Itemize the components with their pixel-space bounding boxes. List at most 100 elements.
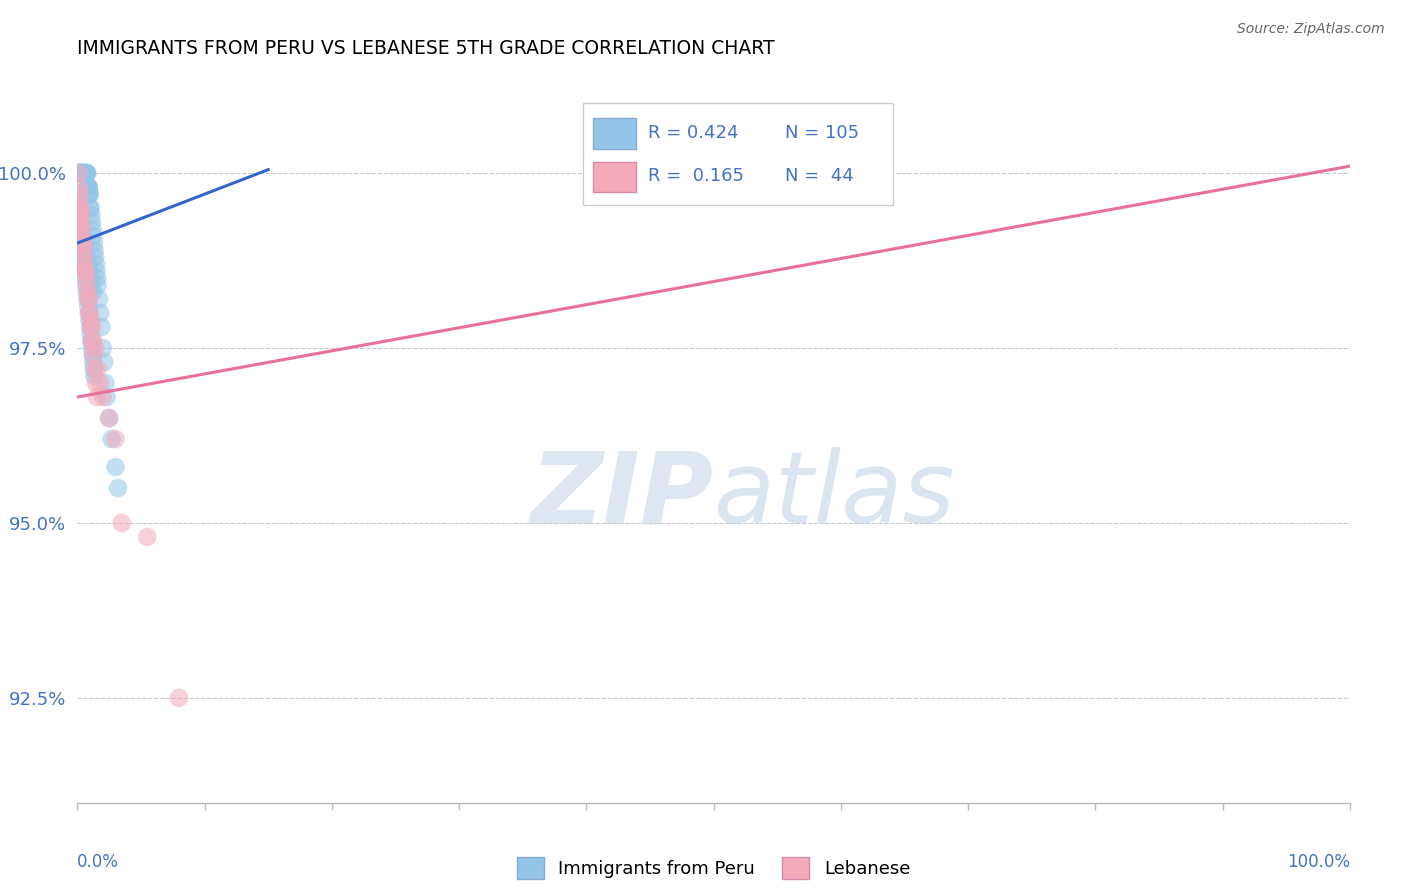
Point bbox=[69, 208, 91, 222]
Point bbox=[69, 166, 91, 180]
Point bbox=[90, 320, 112, 334]
Point bbox=[86, 264, 108, 278]
Point bbox=[86, 278, 108, 293]
Point bbox=[79, 187, 101, 202]
Point bbox=[98, 411, 121, 425]
Point bbox=[86, 362, 108, 376]
Point bbox=[77, 180, 100, 194]
Point bbox=[167, 690, 190, 705]
Legend: Immigrants from Peru, Lebanese: Immigrants from Peru, Lebanese bbox=[510, 850, 917, 887]
Point bbox=[77, 180, 100, 194]
Point bbox=[69, 215, 91, 229]
Point bbox=[79, 306, 101, 320]
Point bbox=[96, 390, 118, 404]
Point bbox=[76, 292, 98, 306]
Text: IMMIGRANTS FROM PERU VS LEBANESE 5TH GRADE CORRELATION CHART: IMMIGRANTS FROM PERU VS LEBANESE 5TH GRA… bbox=[77, 39, 775, 58]
Point bbox=[73, 236, 96, 251]
Text: Source: ZipAtlas.com: Source: ZipAtlas.com bbox=[1237, 22, 1385, 37]
Point bbox=[83, 362, 105, 376]
Point bbox=[75, 166, 97, 180]
Point bbox=[82, 348, 104, 362]
Text: R = 0.424: R = 0.424 bbox=[648, 124, 740, 142]
Point bbox=[80, 201, 103, 215]
Point bbox=[73, 264, 96, 278]
Point bbox=[69, 187, 91, 202]
Point bbox=[77, 299, 100, 313]
Point bbox=[80, 278, 103, 293]
Point bbox=[86, 271, 108, 285]
Point bbox=[76, 180, 98, 194]
Point bbox=[72, 229, 94, 244]
Point bbox=[83, 243, 105, 257]
Point bbox=[84, 376, 107, 390]
Point bbox=[67, 166, 90, 180]
Point bbox=[84, 250, 107, 264]
Point bbox=[87, 292, 110, 306]
Point bbox=[76, 180, 98, 194]
Point bbox=[73, 257, 96, 271]
Point bbox=[73, 243, 96, 257]
Point bbox=[82, 285, 104, 299]
Point bbox=[79, 313, 101, 327]
Point bbox=[82, 334, 104, 348]
Point bbox=[69, 208, 91, 222]
Point bbox=[77, 292, 100, 306]
Point bbox=[136, 530, 159, 544]
Point bbox=[67, 166, 90, 180]
Point bbox=[70, 222, 93, 236]
Point bbox=[72, 236, 94, 251]
Point bbox=[70, 229, 93, 244]
Point bbox=[80, 313, 103, 327]
Point bbox=[111, 516, 134, 530]
Point bbox=[76, 285, 98, 299]
Point bbox=[70, 222, 93, 236]
Point bbox=[70, 215, 93, 229]
Point bbox=[76, 166, 98, 180]
Point bbox=[75, 278, 97, 293]
Point bbox=[93, 355, 115, 369]
Point bbox=[91, 341, 114, 355]
Text: N = 105: N = 105 bbox=[785, 124, 859, 142]
Point bbox=[77, 187, 100, 202]
Point bbox=[84, 257, 107, 271]
Point bbox=[70, 222, 93, 236]
Text: R =  0.165: R = 0.165 bbox=[648, 168, 744, 186]
Point bbox=[67, 166, 90, 180]
Point bbox=[73, 257, 96, 271]
Point bbox=[94, 376, 117, 390]
Point bbox=[77, 264, 100, 278]
Point bbox=[80, 334, 103, 348]
Point bbox=[70, 166, 93, 180]
Point bbox=[80, 334, 103, 348]
Point bbox=[70, 166, 93, 180]
Point bbox=[82, 355, 104, 369]
Point bbox=[84, 341, 107, 355]
Text: 0.0%: 0.0% bbox=[77, 853, 120, 871]
FancyBboxPatch shape bbox=[593, 118, 636, 149]
Point bbox=[79, 271, 101, 285]
FancyBboxPatch shape bbox=[593, 161, 636, 193]
Point bbox=[76, 166, 98, 180]
Point bbox=[76, 250, 98, 264]
Point bbox=[79, 306, 101, 320]
Point bbox=[86, 390, 108, 404]
Point bbox=[76, 285, 98, 299]
Point bbox=[67, 194, 90, 208]
Point bbox=[69, 215, 91, 229]
Point bbox=[82, 348, 104, 362]
FancyBboxPatch shape bbox=[583, 103, 893, 205]
Point bbox=[73, 166, 96, 180]
Point bbox=[82, 229, 104, 244]
Point bbox=[75, 166, 97, 180]
Point bbox=[79, 187, 101, 202]
Point bbox=[77, 306, 100, 320]
Point bbox=[72, 236, 94, 251]
Point bbox=[67, 201, 90, 215]
Point bbox=[107, 481, 129, 495]
Point bbox=[80, 215, 103, 229]
Point bbox=[70, 166, 93, 180]
Point bbox=[69, 208, 91, 222]
Point bbox=[69, 166, 91, 180]
Point bbox=[72, 236, 94, 251]
Point bbox=[70, 208, 93, 222]
